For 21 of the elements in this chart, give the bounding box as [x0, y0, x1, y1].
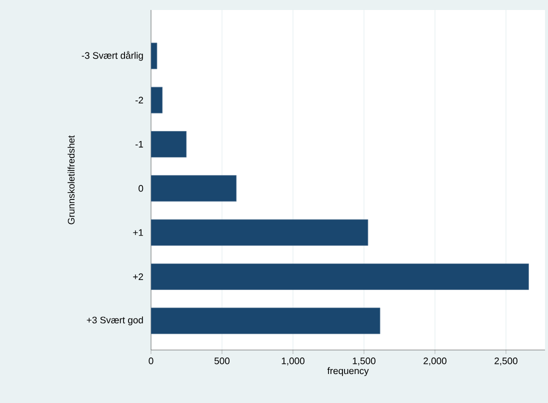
bar	[151, 87, 162, 114]
x-tick-label: 2,500	[494, 358, 518, 366]
y-tick-label: -2	[135, 96, 144, 104]
x-tick-label: 2,000	[424, 358, 446, 366]
bar	[151, 264, 529, 290]
x-tick-label: 0	[148, 358, 154, 364]
x-tick-label: 1,000	[282, 358, 304, 366]
y-tick-label: -1	[135, 140, 144, 148]
y-tick-label: 0	[138, 185, 144, 192]
bar	[151, 308, 380, 334]
x-tick-label: 1,500	[352, 358, 376, 366]
y-tick-label: -3 Svært dårlig	[82, 51, 143, 61]
y-axis-title: Grunnskoletilfredshet	[68, 135, 75, 224]
x-tick-label: 500	[214, 358, 230, 364]
y-tick-label: +1	[133, 229, 144, 236]
x-axis-title: frequency	[327, 367, 369, 376]
y-tick-label: +2	[133, 273, 144, 280]
y-tick-label: +3 Svært god	[86, 316, 143, 326]
bar	[151, 219, 368, 246]
bar	[151, 175, 237, 202]
bar	[151, 131, 187, 158]
